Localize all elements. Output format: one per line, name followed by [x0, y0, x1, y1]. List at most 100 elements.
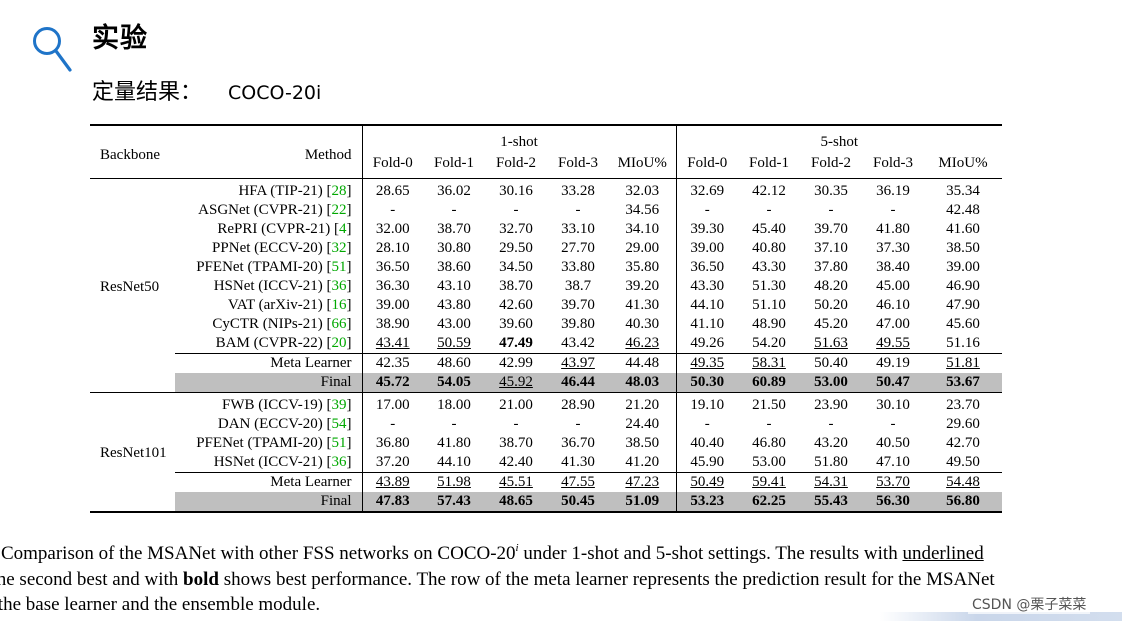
- value-cell: 62.25: [738, 492, 800, 512]
- header-backbone: Backbone: [100, 146, 160, 163]
- value-cell: 50.30: [675, 373, 738, 393]
- value-cell: 36.30: [361, 277, 423, 296]
- method-cell: CyCTR (NIPs-21) [66]: [212, 316, 352, 332]
- header-col-1: Fold-1: [433, 154, 474, 171]
- method-cell: VAT (arXiv-21) [16]: [227, 297, 352, 313]
- reference-link[interactable]: 54: [331, 416, 347, 432]
- method-cell: FWB (ICCV-19) [39]: [222, 397, 352, 413]
- value-cell: 38.70: [499, 435, 533, 451]
- reference-link[interactable]: 16: [331, 297, 347, 313]
- value-cell: 42.35: [361, 353, 423, 373]
- value-cell: 45.92: [485, 373, 547, 393]
- value-cell: 37.30: [876, 240, 910, 256]
- value-cell: 60.89: [738, 373, 800, 393]
- reference-link[interactable]: 36: [331, 278, 347, 294]
- value-cell: 50.45: [547, 492, 609, 512]
- value-cell: 47.55: [547, 472, 609, 492]
- value-cell: 43.41: [361, 334, 423, 354]
- value-cell: 54.05: [423, 373, 485, 393]
- value-cell: -: [513, 202, 519, 218]
- value-cell: -: [361, 201, 423, 220]
- value-cell: 36.50: [675, 258, 738, 277]
- header-col-3: Fold-3: [557, 154, 598, 171]
- header-col-7: Fold-2: [810, 154, 851, 171]
- value-cell: 32.03: [625, 183, 660, 199]
- value-cell: 57.43: [423, 492, 485, 512]
- table-row: Meta Learner 42.35 48.60 42.99 43.97 44.48 49.…: [90, 353, 1002, 373]
- reference-link[interactable]: 66: [331, 316, 347, 332]
- value-cell: 46.44: [547, 373, 609, 393]
- value-cell: 39.00: [946, 259, 980, 275]
- value-cell: 54.31: [800, 472, 862, 492]
- backbone-cell: ResNet50: [100, 278, 160, 295]
- method-cell: PPNet (ECCV-20) [32]: [212, 240, 352, 256]
- value-cell: 37.20: [361, 453, 423, 473]
- value-cell: 44.10: [437, 454, 471, 470]
- value-cell: 38.60: [437, 259, 471, 275]
- value-cell: 51.09: [609, 492, 676, 512]
- value-cell: 34.50: [499, 259, 533, 275]
- value-cell: 39.80: [561, 316, 595, 332]
- table-row: DAN (ECCV-20) [54] - - - -24.40- - - -29.60: [90, 415, 1002, 434]
- value-cell: 34.10: [625, 221, 660, 237]
- caption-line-2: note the second best and with bold shows…: [0, 568, 995, 590]
- value-cell: -: [890, 416, 896, 432]
- reference-link[interactable]: 39: [331, 397, 347, 413]
- value-cell: -: [890, 202, 896, 218]
- header-col-0: Fold-0: [361, 152, 423, 179]
- value-cell: 44.48: [609, 353, 676, 373]
- reference-link[interactable]: 22: [331, 202, 347, 218]
- value-cell: 45.51: [485, 472, 547, 492]
- value-cell: 41.80: [876, 221, 910, 237]
- method-cell: HSNet (ICCV-21) [36]: [213, 278, 352, 294]
- value-cell: 43.30: [752, 259, 786, 275]
- table-row: ResNet101 FWB (ICCV-19) [39] 17.00 18.00 21.…: [90, 392, 1002, 461]
- value-cell: 48.65: [485, 492, 547, 512]
- value-cell: 36.02: [437, 183, 471, 199]
- header-col-5: Fold-0: [675, 152, 738, 179]
- value-cell: 53.23: [675, 492, 738, 512]
- value-cell: 38.70: [499, 278, 533, 294]
- value-cell: 53.67: [924, 373, 1002, 393]
- value-cell: 40.30: [625, 316, 660, 332]
- value-cell: 49.50: [946, 454, 980, 470]
- value-cell: 41.20: [625, 454, 660, 470]
- value-cell: -: [361, 415, 423, 434]
- value-cell: 41.60: [946, 221, 980, 237]
- method-cell: Meta Learner: [175, 472, 362, 492]
- reference-link[interactable]: 32: [331, 240, 347, 256]
- table-row: ResNet50 HFA (TIP-21) [28] 28.65 36.02 30.16…: [90, 178, 1002, 295]
- table-row: Final 47.83 57.43 48.65 50.45 51.09 53.23 62.25…: [90, 492, 1002, 512]
- method-cell: HSNet (ICCV-21) [36]: [213, 454, 352, 470]
- header-col-8: Fold-3: [872, 154, 913, 171]
- value-cell: 30.10: [876, 397, 910, 413]
- value-cell: 45.72: [361, 373, 423, 393]
- reference-link[interactable]: 20: [331, 335, 347, 351]
- value-cell: 43.20: [814, 435, 848, 451]
- value-cell: 43.80: [437, 297, 471, 313]
- value-cell: -: [766, 416, 772, 432]
- value-cell: 48.03: [609, 373, 676, 393]
- value-cell: 38.40: [876, 259, 910, 275]
- value-cell: 47.10: [876, 454, 910, 470]
- value-cell: 48.60: [423, 353, 485, 373]
- value-cell: 54.48: [924, 472, 1002, 492]
- value-cell: 47.23: [609, 472, 676, 492]
- reference-link[interactable]: 36: [331, 454, 347, 470]
- value-cell: -: [451, 202, 457, 218]
- value-cell: 45.40: [752, 221, 786, 237]
- value-cell: 21.50: [752, 397, 786, 413]
- value-cell: 45.60: [946, 316, 980, 332]
- reference-link[interactable]: 51: [331, 259, 347, 275]
- reference-link[interactable]: 4: [339, 221, 347, 237]
- value-cell: 23.70: [946, 397, 980, 413]
- header-col-4: MIoU%: [617, 154, 667, 171]
- value-cell: 50.20: [814, 297, 848, 313]
- reference-link[interactable]: 51: [331, 435, 347, 451]
- value-cell: 55.43: [800, 492, 862, 512]
- table-row: HSNet (ICCV-21) [36] 37.20 44.10 42.40 41.30…: [90, 453, 1002, 473]
- method-cell: ASGNet (CVPR-21) [22]: [198, 202, 352, 218]
- header-col-9: MIoU%: [938, 154, 988, 171]
- value-cell: 41.30: [625, 297, 660, 313]
- reference-link[interactable]: 28: [331, 183, 347, 199]
